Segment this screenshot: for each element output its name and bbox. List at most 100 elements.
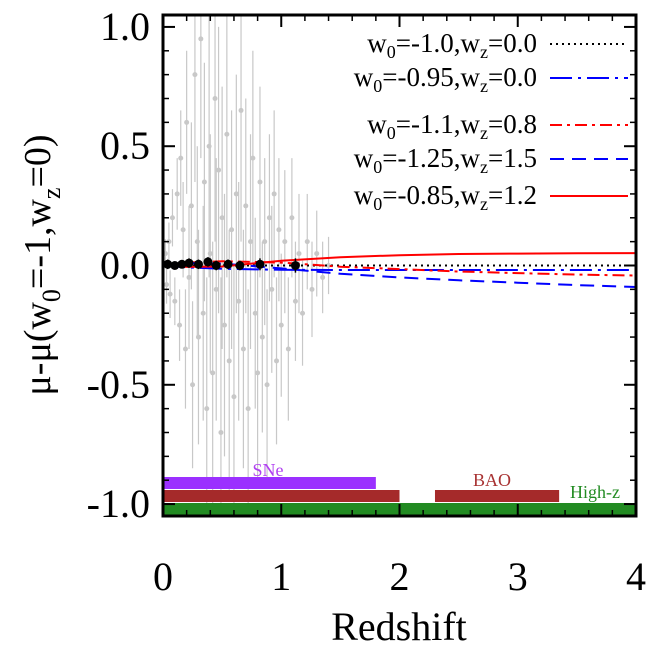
sne-point bbox=[266, 215, 272, 221]
sne-point bbox=[218, 430, 224, 435]
sne-point bbox=[213, 286, 219, 292]
sne-point bbox=[248, 239, 254, 245]
y-tick-label: 1.0 bbox=[100, 4, 150, 49]
subscript: z bbox=[480, 76, 488, 96]
subscript: 0 bbox=[387, 42, 396, 62]
sne-point bbox=[264, 382, 270, 388]
binned-point bbox=[290, 261, 300, 270]
sne-point bbox=[276, 227, 282, 233]
sne-point bbox=[192, 72, 198, 78]
sne-point bbox=[216, 167, 222, 173]
sne-point bbox=[285, 346, 291, 352]
label-part: =1.5 bbox=[488, 143, 537, 173]
subscript: 0 bbox=[373, 76, 382, 96]
sne-point bbox=[255, 370, 261, 376]
subscript: z bbox=[480, 42, 488, 62]
legend-label-3: w0=-1.1,wz=0.8 bbox=[367, 109, 537, 143]
sne-point bbox=[177, 322, 183, 328]
sne-point bbox=[229, 227, 235, 233]
sne-point bbox=[245, 406, 251, 412]
subscript: z bbox=[480, 123, 488, 143]
label-part: w bbox=[367, 109, 387, 139]
subscript: 0 bbox=[387, 123, 396, 143]
sne-point bbox=[201, 179, 207, 185]
sne-point bbox=[243, 203, 249, 209]
label-part: w bbox=[367, 28, 387, 58]
label-part: =0.0 bbox=[488, 62, 537, 92]
subscript: 0 bbox=[373, 194, 382, 214]
label-part: =-1.0,w bbox=[396, 28, 481, 58]
series-line-4 bbox=[163, 262, 636, 288]
binned-point bbox=[255, 259, 265, 269]
label-part: =-0.95,w bbox=[382, 62, 480, 92]
subscript: 0 bbox=[37, 289, 66, 302]
sne-point bbox=[269, 286, 275, 292]
range-bar-bao bbox=[163, 490, 400, 502]
sne-point bbox=[304, 239, 310, 245]
sne-point bbox=[231, 394, 237, 400]
binned-point bbox=[235, 261, 245, 270]
sne-point bbox=[198, 36, 204, 42]
sne-point bbox=[224, 131, 230, 137]
binned-point bbox=[184, 258, 194, 268]
sne-point bbox=[238, 107, 244, 113]
sne-point bbox=[180, 227, 186, 233]
label-part: =-1.1,w bbox=[396, 109, 481, 139]
binned-point bbox=[193, 259, 203, 269]
sne-point bbox=[274, 358, 280, 364]
sne-point bbox=[219, 215, 225, 221]
sne-point bbox=[188, 203, 194, 209]
sne-point bbox=[195, 334, 201, 340]
x-tick-label: 2 bbox=[390, 554, 410, 599]
legend-label-2: w0=-0.95,wz=0.0 bbox=[354, 62, 537, 96]
y-tick-label: 0.0 bbox=[100, 243, 150, 288]
sne-point bbox=[278, 322, 284, 328]
series-line-5 bbox=[163, 252, 636, 268]
label-part: =0) bbox=[17, 134, 59, 187]
label-part: =0.8 bbox=[488, 109, 537, 139]
series-line-2 bbox=[163, 264, 636, 271]
x-tick-label: 1 bbox=[271, 554, 291, 599]
y-tick-label: -1.0 bbox=[87, 481, 150, 526]
sne-point bbox=[257, 179, 263, 185]
sne-point bbox=[186, 274, 192, 280]
sne-point bbox=[200, 310, 206, 316]
sne-point bbox=[240, 346, 246, 352]
range-label-sne: SNe bbox=[253, 460, 284, 480]
y-tick-label: -0.5 bbox=[87, 362, 150, 407]
binned-point bbox=[203, 257, 213, 267]
label-part: =-1,w bbox=[17, 199, 59, 290]
sne-point bbox=[169, 215, 175, 221]
sne-point bbox=[259, 334, 265, 340]
series-line-3 bbox=[163, 260, 636, 277]
sne-point bbox=[207, 251, 213, 257]
sne-point bbox=[221, 322, 227, 328]
sne-point bbox=[182, 346, 188, 352]
sne-point bbox=[309, 286, 315, 292]
label-part: μ-μ(w bbox=[17, 302, 59, 396]
label-part: =-0.85,w bbox=[382, 180, 480, 210]
sne-point bbox=[184, 119, 190, 125]
sne-point bbox=[271, 191, 277, 197]
x-tick-label: 3 bbox=[508, 554, 528, 599]
sne-point bbox=[190, 382, 196, 388]
sne-point bbox=[174, 191, 180, 197]
subscript: z bbox=[480, 194, 488, 214]
binned-point bbox=[163, 259, 173, 269]
range-bar-bao bbox=[434, 490, 560, 502]
sne-point bbox=[314, 251, 320, 257]
legend-label-1: w0=-1.0,wz=0.0 bbox=[367, 28, 537, 62]
sne-point bbox=[292, 298, 298, 304]
sne-point bbox=[204, 406, 210, 412]
x-tick-label: 0 bbox=[153, 554, 173, 599]
x-axis-title: Redshift bbox=[331, 604, 467, 644]
x-tick-label: 4 bbox=[626, 554, 646, 599]
sne-point bbox=[233, 191, 239, 197]
sne-point bbox=[226, 358, 232, 364]
sne-point bbox=[212, 96, 218, 101]
plot-area bbox=[163, 15, 636, 516]
sne-point bbox=[282, 239, 288, 245]
label-part: =1.2 bbox=[488, 180, 537, 210]
label-part: w bbox=[354, 180, 374, 210]
